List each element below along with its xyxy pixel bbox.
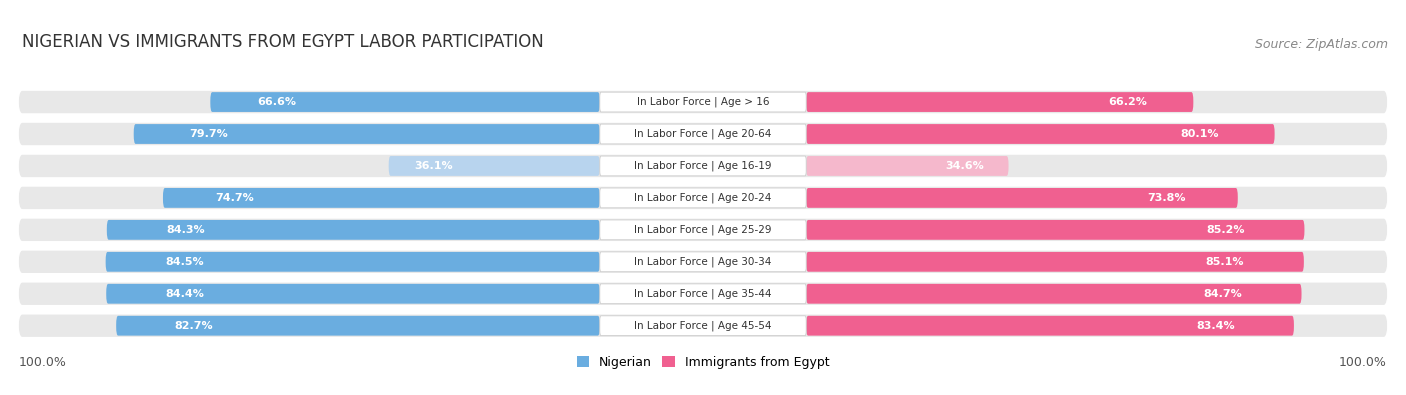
FancyBboxPatch shape	[117, 316, 600, 336]
Text: 79.7%: 79.7%	[190, 129, 228, 139]
FancyBboxPatch shape	[600, 316, 806, 336]
FancyBboxPatch shape	[806, 188, 1237, 208]
Text: In Labor Force | Age 45-54: In Labor Force | Age 45-54	[634, 320, 772, 331]
Text: 100.0%: 100.0%	[1339, 356, 1386, 369]
FancyBboxPatch shape	[806, 124, 1275, 144]
FancyBboxPatch shape	[18, 187, 1388, 209]
Text: 85.1%: 85.1%	[1206, 257, 1244, 267]
FancyBboxPatch shape	[18, 123, 1388, 145]
FancyBboxPatch shape	[105, 252, 600, 272]
FancyBboxPatch shape	[600, 284, 806, 304]
FancyBboxPatch shape	[600, 156, 806, 176]
FancyBboxPatch shape	[211, 92, 600, 112]
FancyBboxPatch shape	[18, 91, 1388, 113]
FancyBboxPatch shape	[134, 124, 600, 144]
Text: 84.3%: 84.3%	[166, 225, 205, 235]
FancyBboxPatch shape	[600, 220, 806, 240]
FancyBboxPatch shape	[600, 188, 806, 208]
Text: 74.7%: 74.7%	[215, 193, 254, 203]
Text: In Labor Force | Age 20-64: In Labor Force | Age 20-64	[634, 129, 772, 139]
Text: 84.4%: 84.4%	[166, 289, 204, 299]
FancyBboxPatch shape	[18, 314, 1388, 337]
FancyBboxPatch shape	[388, 156, 600, 176]
Text: In Labor Force | Age 30-34: In Labor Force | Age 30-34	[634, 257, 772, 267]
Legend: Nigerian, Immigrants from Egypt: Nigerian, Immigrants from Egypt	[576, 356, 830, 369]
Text: NIGERIAN VS IMMIGRANTS FROM EGYPT LABOR PARTICIPATION: NIGERIAN VS IMMIGRANTS FROM EGYPT LABOR …	[22, 33, 544, 51]
FancyBboxPatch shape	[806, 220, 1305, 240]
Text: 36.1%: 36.1%	[413, 161, 453, 171]
Text: 100.0%: 100.0%	[20, 356, 67, 369]
FancyBboxPatch shape	[600, 124, 806, 144]
Text: In Labor Force | Age 16-19: In Labor Force | Age 16-19	[634, 161, 772, 171]
Text: 82.7%: 82.7%	[174, 321, 212, 331]
Text: In Labor Force | Age 20-24: In Labor Force | Age 20-24	[634, 193, 772, 203]
Text: 85.2%: 85.2%	[1206, 225, 1244, 235]
FancyBboxPatch shape	[806, 284, 1302, 304]
FancyBboxPatch shape	[806, 252, 1303, 272]
Text: Source: ZipAtlas.com: Source: ZipAtlas.com	[1256, 38, 1388, 51]
FancyBboxPatch shape	[806, 316, 1294, 336]
Text: 73.8%: 73.8%	[1147, 193, 1187, 203]
Text: 80.1%: 80.1%	[1180, 129, 1219, 139]
Text: 84.5%: 84.5%	[165, 257, 204, 267]
FancyBboxPatch shape	[18, 219, 1388, 241]
Text: 66.2%: 66.2%	[1108, 97, 1147, 107]
Text: 84.7%: 84.7%	[1204, 289, 1241, 299]
FancyBboxPatch shape	[107, 220, 600, 240]
FancyBboxPatch shape	[107, 284, 600, 304]
FancyBboxPatch shape	[18, 155, 1388, 177]
Text: 83.4%: 83.4%	[1197, 321, 1236, 331]
Text: In Labor Force | Age > 16: In Labor Force | Age > 16	[637, 97, 769, 107]
FancyBboxPatch shape	[806, 92, 1194, 112]
FancyBboxPatch shape	[18, 251, 1388, 273]
Text: In Labor Force | Age 25-29: In Labor Force | Age 25-29	[634, 225, 772, 235]
FancyBboxPatch shape	[163, 188, 600, 208]
FancyBboxPatch shape	[600, 252, 806, 272]
Text: 66.6%: 66.6%	[257, 97, 297, 107]
Text: 34.6%: 34.6%	[945, 161, 984, 171]
FancyBboxPatch shape	[18, 282, 1388, 305]
Text: In Labor Force | Age 35-44: In Labor Force | Age 35-44	[634, 288, 772, 299]
FancyBboxPatch shape	[806, 156, 1008, 176]
FancyBboxPatch shape	[600, 92, 806, 112]
